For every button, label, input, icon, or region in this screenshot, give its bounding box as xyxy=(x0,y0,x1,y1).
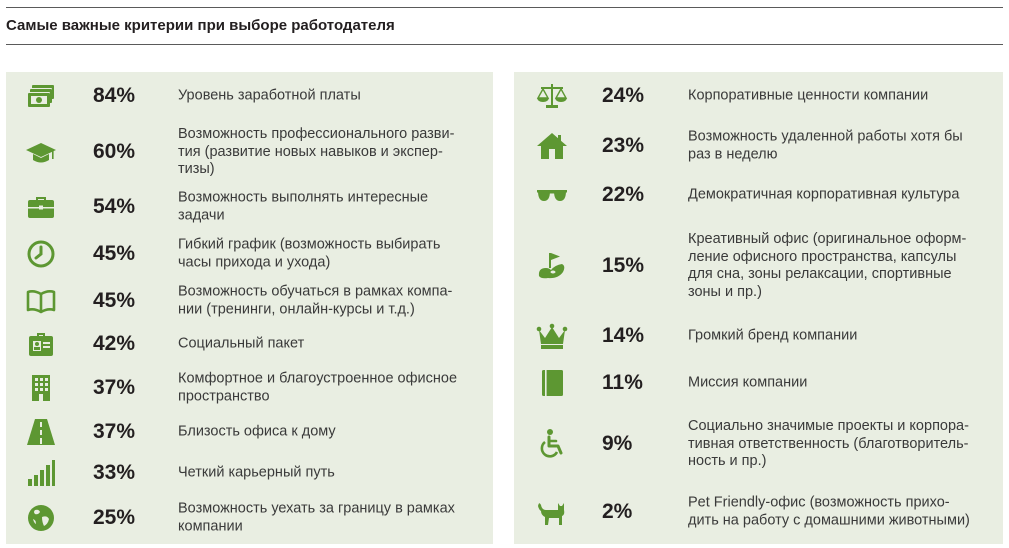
page-title: Самые важные критерии при выборе работод… xyxy=(6,17,395,34)
signal-bars-icon xyxy=(25,457,57,489)
title-rule xyxy=(6,44,1003,45)
criterion-label: Возможность профессионального разви-тия … xyxy=(178,125,455,177)
criterion-label: Четкий карьерный путь xyxy=(178,464,335,481)
sunglasses-icon xyxy=(536,179,568,211)
money-icon xyxy=(25,80,57,112)
criterion-percent: 14% xyxy=(602,324,645,347)
crown-icon xyxy=(536,320,568,352)
criterion-label: Возможность удаленной работы хотя бы раз … xyxy=(688,128,963,163)
criterion-percent: 22% xyxy=(602,183,645,206)
criterion-percent: 15% xyxy=(602,254,645,277)
criterion-label: Возможность обучаться в рамках компа-нии… xyxy=(178,283,453,318)
criterion-percent: 42% xyxy=(93,332,136,355)
criterion-percent: 9% xyxy=(602,432,633,455)
globe-icon xyxy=(25,502,57,534)
criterion-label: Гибкий график (возможность выбирать часы … xyxy=(178,236,441,271)
criterion-label: Корпоративные ценности компании xyxy=(688,87,929,104)
criterion-percent: 37% xyxy=(93,376,136,399)
criterion-percent: 54% xyxy=(93,195,136,218)
open-book-icon xyxy=(25,285,57,317)
criterion-label: Громкий бренд компании xyxy=(688,327,858,344)
right-criteria-panel: 24% Корпоративные ценности компании 23% … xyxy=(514,72,1003,544)
criterion-label: Возможность выполнять интересные задачи xyxy=(178,189,429,224)
notebook-icon xyxy=(536,367,568,399)
criterion-percent: 37% xyxy=(93,420,136,443)
wheelchair-icon xyxy=(536,428,568,460)
left-criteria-panel: 84% Уровень заработной платы 60% Возможн… xyxy=(6,72,493,544)
criterion-percent: 23% xyxy=(602,134,645,157)
office-building-icon xyxy=(25,372,57,404)
road-icon xyxy=(25,416,57,448)
criterion-percent: 33% xyxy=(93,461,136,484)
criterion-percent: 84% xyxy=(93,84,136,107)
briefcase-icon xyxy=(25,191,57,223)
criterion-percent: 24% xyxy=(602,84,645,107)
criterion-label: Pet Friendly-офис (возможность прихо-дит… xyxy=(688,494,970,529)
putting-green-icon xyxy=(536,250,568,282)
criterion-label: Комфортное и благоустроенное офисное прос… xyxy=(178,370,458,405)
top-rule xyxy=(6,7,1003,8)
graduation-cap-icon xyxy=(25,136,57,168)
criterion-percent: 45% xyxy=(93,289,136,312)
criterion-percent: 2% xyxy=(602,500,633,523)
criterion-percent: 60% xyxy=(93,140,136,163)
clock-icon xyxy=(25,238,57,270)
criterion-percent: 11% xyxy=(602,371,643,394)
criterion-label: Миссия компании xyxy=(688,374,808,391)
criterion-label: Социальный пакет xyxy=(178,335,305,352)
house-icon xyxy=(536,130,568,162)
first-aid-kit-icon xyxy=(25,328,57,360)
cat-icon xyxy=(536,496,568,528)
criterion-label: Возможность уехать за границу в рамках ко… xyxy=(178,500,455,535)
criterion-label: Демократичная корпоративная культура xyxy=(688,186,960,203)
criterion-label: Близость офиса к дому xyxy=(178,423,336,440)
criterion-percent: 45% xyxy=(93,242,136,265)
criterion-label: Креативный офис (оригинальное оформ-лени… xyxy=(688,231,967,300)
scales-icon xyxy=(536,80,568,112)
criterion-label: Уровень заработной платы xyxy=(178,87,361,104)
criterion-percent: 25% xyxy=(93,506,136,529)
criterion-label: Социально значимые проекты и корпора-тив… xyxy=(688,417,969,469)
